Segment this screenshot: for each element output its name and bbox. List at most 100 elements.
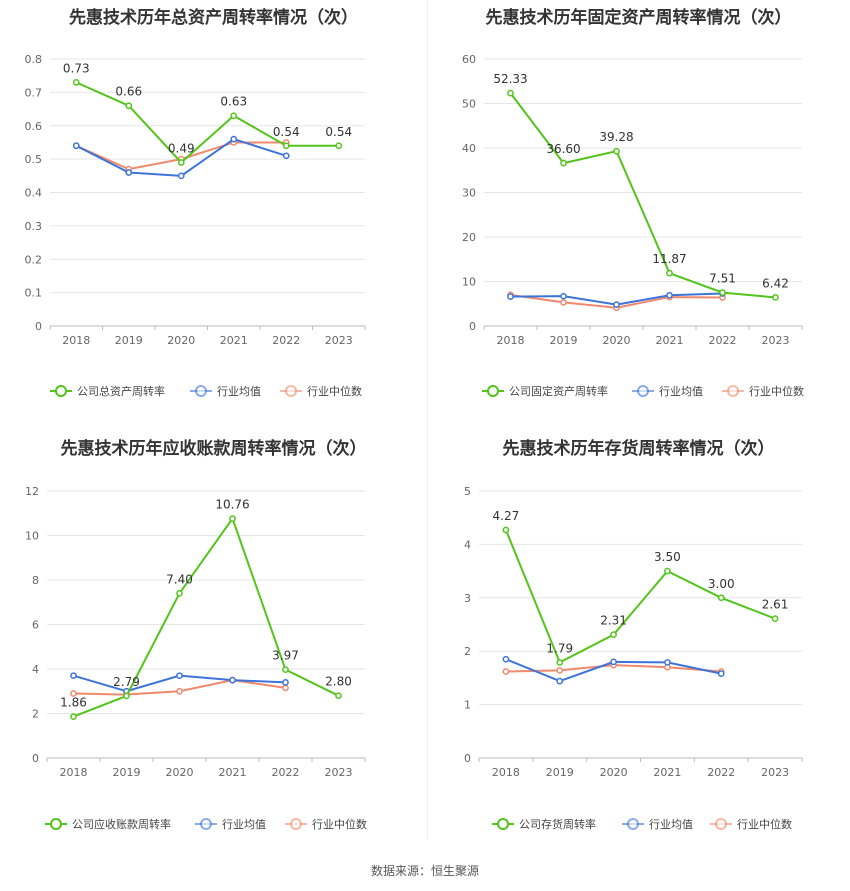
data-point bbox=[72, 142, 80, 150]
data-point bbox=[560, 299, 567, 306]
legend-item[interactable]: 行业均值 bbox=[622, 818, 693, 831]
legend-item[interactable]: 公司固定资产周转率 bbox=[482, 384, 608, 398]
legend-item[interactable]: 公司应收账款周转率 bbox=[45, 817, 171, 831]
y-tick-label: 20 bbox=[462, 231, 476, 244]
data-label: 0.54 bbox=[325, 125, 352, 139]
chart-title: 先惠技术历年存货周转率情况（次） bbox=[502, 439, 775, 459]
data-label: 7.40 bbox=[166, 572, 193, 586]
data-point bbox=[176, 590, 183, 597]
legend-label: 行业均值 bbox=[649, 818, 693, 831]
y-tick-label: 0.1 bbox=[25, 287, 43, 300]
data-point bbox=[719, 289, 726, 296]
legend-label: 公司固定资产周转率 bbox=[509, 384, 608, 398]
x-tick-label: 2019 bbox=[115, 334, 143, 347]
chart-title: 先惠技术历年固定资产周转率情况（次） bbox=[485, 8, 792, 28]
x-tick-label: 2022 bbox=[707, 766, 735, 779]
data-point bbox=[282, 142, 290, 150]
legend-label: 行业中位数 bbox=[749, 384, 804, 398]
data-point bbox=[282, 666, 289, 674]
x-tick-label: 2022 bbox=[272, 334, 300, 347]
data-point bbox=[123, 692, 130, 700]
chart-title: 先惠技术历年总资产周转率情况（次） bbox=[69, 8, 358, 28]
data-point bbox=[507, 293, 514, 300]
y-tick-label: 40 bbox=[462, 142, 476, 155]
x-tick-label: 2018 bbox=[62, 334, 90, 347]
data-label: 10.76 bbox=[215, 498, 249, 512]
chart-total-asset-turnover: 先惠技术历年总资产周转率情况（次） 0 0.1 0.2 0.3 0.4 0.5 0.6 0.7… bbox=[0, 0, 427, 420]
legend-label: 行业中位数 bbox=[737, 817, 792, 831]
data-point bbox=[229, 515, 236, 522]
data-label: 39.28 bbox=[599, 130, 633, 144]
chart-title: 先惠技术历年应收账款周转率情况（次） bbox=[60, 439, 367, 459]
x-tick-label: 2023 bbox=[761, 766, 789, 779]
legend-swatch-marker bbox=[50, 818, 62, 830]
data-label: 2.31 bbox=[600, 614, 627, 628]
data-point bbox=[502, 668, 510, 675]
data-label: 1.79 bbox=[546, 641, 573, 655]
legend-label: 行业均值 bbox=[217, 385, 261, 398]
legend-item[interactable]: 行业均值 bbox=[632, 385, 703, 398]
data-point bbox=[125, 169, 133, 176]
data-point bbox=[230, 112, 238, 120]
data-label: 36.60 bbox=[546, 142, 580, 156]
data-point bbox=[177, 172, 185, 180]
y-tick-label: 30 bbox=[462, 187, 476, 200]
legend-item[interactable]: 行业中位数 bbox=[280, 384, 362, 398]
chart-svg: 0 2 4 6 8 10 12 2018 2019 2020 2021 2022 2023 1.86 2.7… bbox=[25, 485, 367, 831]
x-tick-label: 2022 bbox=[272, 766, 300, 779]
legend-item[interactable]: 行业中位数 bbox=[285, 817, 367, 831]
legend-item[interactable]: 行业中位数 bbox=[722, 384, 804, 398]
data-point bbox=[717, 670, 725, 677]
series-line bbox=[73, 516, 339, 718]
y-tick-label: 6 bbox=[32, 619, 39, 632]
panel-divider bbox=[427, 0, 428, 840]
series-line bbox=[75, 81, 339, 164]
chart-svg: 0 0.1 0.2 0.3 0.4 0.5 0.6 0.7 0.8 2018 2019 2020 202… bbox=[25, 53, 366, 398]
data-point bbox=[230, 135, 238, 143]
x-tick-label: 2021 bbox=[656, 334, 684, 347]
data-point bbox=[335, 692, 342, 700]
data-point bbox=[772, 294, 779, 301]
data-label: 52.33 bbox=[493, 72, 527, 86]
data-point bbox=[610, 658, 617, 666]
legend-item[interactable]: 公司存货周转率 bbox=[492, 817, 596, 831]
legend-label: 行业中位数 bbox=[307, 384, 362, 398]
legend-item[interactable]: 公司总资产周转率 bbox=[50, 384, 165, 398]
x-tick-label: 2020 bbox=[600, 766, 628, 779]
legend-item[interactable]: 行业中位数 bbox=[710, 817, 792, 831]
x-tick-label: 2023 bbox=[325, 766, 353, 779]
legend-item[interactable]: 行业均值 bbox=[195, 818, 266, 831]
legend-label: 行业均值 bbox=[659, 385, 703, 398]
y-tick-label: 10 bbox=[462, 276, 476, 289]
data-point bbox=[556, 667, 564, 674]
data-label: 0.66 bbox=[115, 85, 142, 99]
x-tick-label: 2019 bbox=[546, 766, 574, 779]
y-tick-label: 0 bbox=[469, 320, 476, 333]
legend-swatch-marker bbox=[55, 385, 67, 397]
y-tick-label: 2 bbox=[32, 708, 39, 721]
data-point bbox=[72, 79, 80, 86]
x-tick-label: 2023 bbox=[762, 334, 790, 347]
x-tick-label: 2021 bbox=[219, 766, 247, 779]
data-point bbox=[70, 672, 77, 680]
y-tick-label: 0.2 bbox=[25, 253, 43, 266]
legend-swatch-marker bbox=[200, 818, 212, 830]
legend-item[interactable]: 行业均值 bbox=[190, 385, 261, 398]
y-tick-label: 10 bbox=[25, 530, 39, 543]
legend-label: 公司存货周转率 bbox=[519, 817, 596, 831]
data-label: 7.51 bbox=[709, 272, 736, 286]
y-tick-label: 0.7 bbox=[25, 86, 43, 99]
x-tick-label: 2019 bbox=[550, 334, 578, 347]
y-tick-label: 4 bbox=[464, 538, 471, 551]
x-tick-label: 2022 bbox=[709, 334, 737, 347]
data-label: 0.54 bbox=[273, 125, 300, 139]
y-tick-label: 8 bbox=[32, 574, 39, 587]
data-label: 2.80 bbox=[325, 675, 352, 689]
data-point bbox=[560, 292, 567, 300]
data-label: 3.97 bbox=[272, 649, 299, 663]
x-tick-label: 2018 bbox=[60, 766, 88, 779]
data-label: 3.00 bbox=[708, 577, 735, 591]
data-label: 0.73 bbox=[63, 61, 90, 75]
x-tick-label: 2018 bbox=[497, 334, 525, 347]
data-point bbox=[502, 655, 510, 663]
